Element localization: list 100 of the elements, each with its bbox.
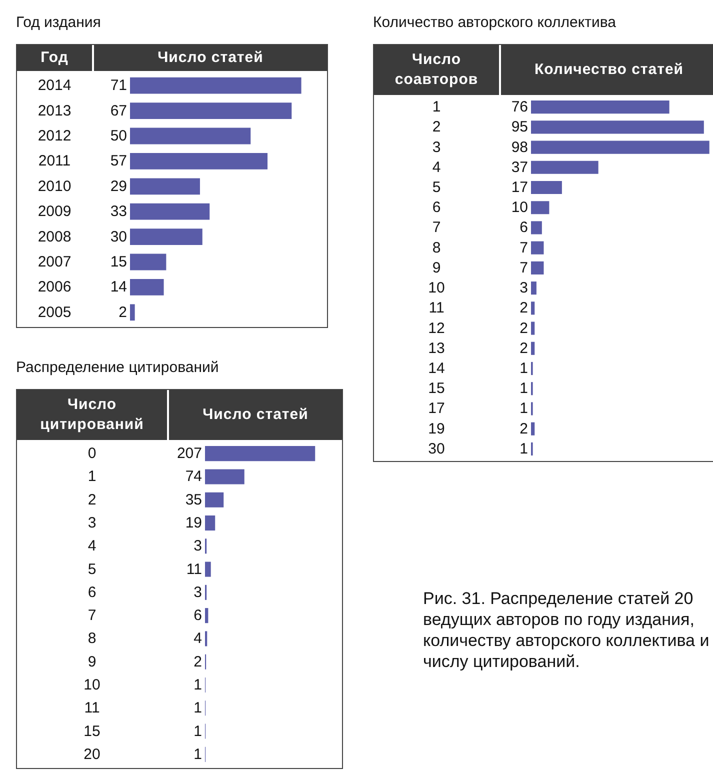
data-label: 1: [194, 676, 202, 694]
y-tick-label: 4: [88, 538, 96, 555]
data-label: 76: [511, 98, 528, 116]
bar: [531, 422, 535, 436]
y-tick-label: 6: [88, 584, 96, 601]
data-label: 1: [520, 360, 528, 377]
y-tick-label: 1: [432, 98, 441, 116]
y-tick-label: 9: [432, 259, 441, 276]
bar: [130, 178, 200, 195]
data-label: 1: [194, 700, 202, 717]
y-tick-label: 5: [88, 560, 96, 578]
bar: [531, 180, 562, 194]
data-label: 35: [185, 491, 202, 508]
data-label: 3: [194, 538, 202, 555]
bar: [130, 77, 302, 94]
y-tick-label: 2011: [38, 152, 71, 170]
bar: [130, 279, 164, 296]
y-tick-label: 8: [88, 630, 96, 648]
bar: [531, 221, 542, 234]
y-axis-title: Год: [17, 45, 94, 71]
data-label: 29: [110, 178, 127, 195]
data-label: 19: [185, 514, 202, 532]
y-tick-label: 2: [88, 491, 96, 508]
y-tick-label: 17: [428, 400, 445, 418]
chart-title: Количество авторского коллектива: [373, 13, 618, 33]
y-tick-label: 2006: [38, 278, 72, 296]
y-tick-label: 14: [428, 360, 445, 377]
text: Рис. 31. Распределение статей 20 ведущих авторов по году издания, количеству авторского коллектива и числу цитирований.: [423, 588, 710, 672]
y-tick-label: 11: [84, 700, 100, 717]
data-label: 1: [194, 722, 202, 740]
chart-title: Распределение цитирований: [16, 358, 220, 378]
y-tick-label: 2014: [38, 77, 72, 94]
data-label: 30: [110, 228, 127, 246]
bar: [130, 254, 166, 270]
data-label: 6: [194, 607, 202, 624]
data-label: 1: [520, 400, 528, 418]
bar: [531, 120, 704, 134]
y-tick-label: 6: [432, 199, 441, 216]
bar: [205, 446, 316, 462]
bar: [531, 261, 544, 274]
bar: [130, 153, 268, 170]
bar: [205, 608, 208, 624]
bar: [205, 469, 244, 484]
data-label: 2: [520, 420, 528, 438]
bar: [531, 302, 535, 315]
y-tick-label: 7: [88, 607, 96, 624]
y-tick-label: 13: [428, 340, 445, 357]
bar: [531, 140, 710, 154]
data-label: 2: [520, 320, 528, 337]
data-label: 7: [520, 259, 528, 276]
y-tick-label: 10: [428, 280, 445, 297]
y-tick-label: 8: [432, 239, 441, 256]
y-tick-label: 9: [88, 653, 96, 670]
y-tick-label: 2010: [38, 178, 72, 195]
data-label: 14: [110, 278, 127, 296]
x-axis-title: Количество статей: [533, 60, 685, 80]
y-tick-label: 19: [428, 420, 445, 438]
y-tick-label: 30: [428, 440, 445, 458]
data-label: 3: [194, 584, 202, 601]
y-tick-label: 1: [88, 468, 96, 486]
bar: [531, 282, 536, 295]
y-tick-label: 2013: [38, 102, 72, 120]
y-tick-label: 2005: [38, 304, 72, 321]
data-label: 15: [110, 254, 127, 270]
data-label: 1: [520, 380, 528, 398]
bar: [130, 304, 135, 321]
data-label: 2: [194, 653, 202, 670]
data-label: 71: [110, 77, 127, 94]
x-axis-title: Число статей: [202, 405, 310, 425]
data-label: 1: [520, 440, 528, 458]
bar: [130, 228, 202, 245]
bar: [205, 492, 224, 508]
y-tick-label: 11: [428, 300, 444, 317]
data-label: 207: [176, 445, 202, 462]
data-label: 67: [110, 102, 127, 120]
y-tick-label: 20: [84, 746, 100, 763]
bar: [531, 100, 670, 114]
y-tick-label: 15: [428, 380, 445, 398]
data-label: 17: [511, 179, 528, 196]
bar: [130, 102, 292, 119]
data-label: 2: [118, 304, 127, 321]
y-axis-title: Число соавторов: [374, 45, 501, 95]
data-label: 74: [185, 468, 202, 486]
bar: [130, 128, 251, 144]
y-tick-label: 15: [84, 722, 100, 740]
bar: [531, 241, 544, 254]
data-label: 33: [110, 203, 127, 220]
bar: [205, 562, 211, 577]
data-label: 2: [520, 300, 528, 317]
y-tick-label: 2008: [38, 228, 72, 246]
x-axis-title: Число статей: [156, 48, 264, 68]
y-tick-label: 12: [428, 320, 445, 337]
y-tick-label: 2009: [38, 203, 72, 220]
y-tick-label: 10: [84, 676, 100, 694]
bar: [130, 203, 210, 220]
bar: [531, 201, 550, 214]
y-tick-label: 3: [432, 138, 441, 156]
bar: [531, 322, 535, 335]
data-label: 37: [511, 158, 528, 176]
data-label: 57: [110, 152, 127, 170]
